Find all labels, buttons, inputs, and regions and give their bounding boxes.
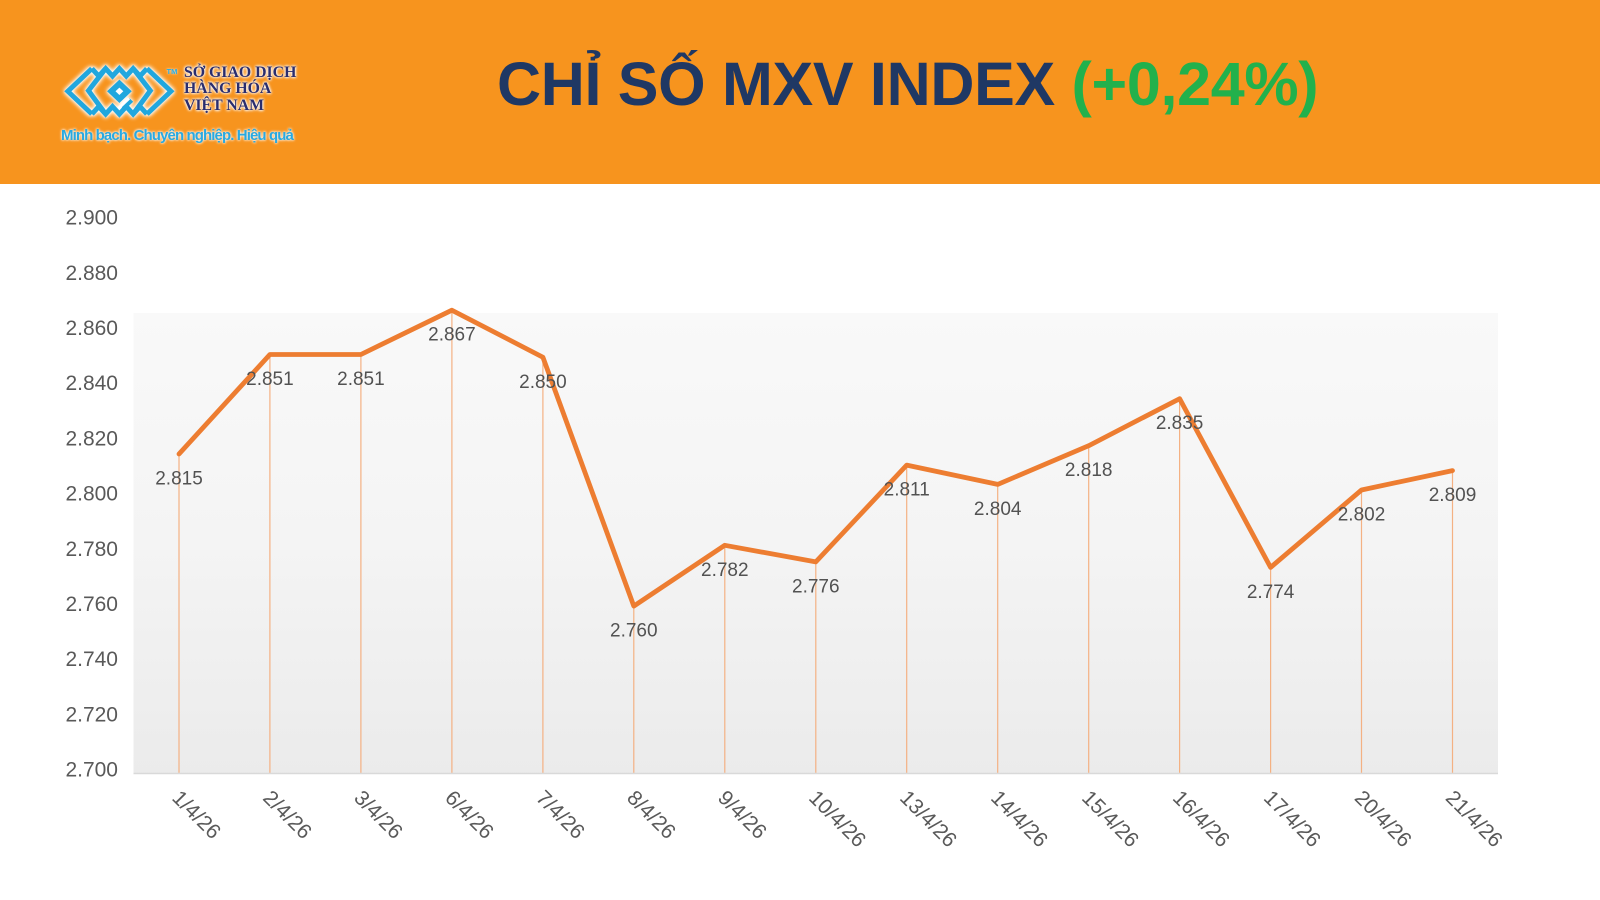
svg-text:2.835: 2.835 [1156, 413, 1204, 434]
svg-text:2.820: 2.820 [65, 427, 118, 450]
svg-text:2.860: 2.860 [65, 317, 118, 340]
svg-text:2/4/26: 2/4/26 [258, 786, 316, 844]
svg-text:2.809: 2.809 [1429, 485, 1477, 506]
svg-text:2.776: 2.776 [792, 576, 840, 597]
svg-text:2.760: 2.760 [65, 593, 118, 616]
svg-text:20/4/26: 20/4/26 [1350, 786, 1416, 852]
svg-text:2.867: 2.867 [428, 325, 476, 346]
svg-text:2.774: 2.774 [1247, 582, 1295, 603]
svg-text:2.782: 2.782 [701, 560, 749, 581]
svg-text:17/4/26: 17/4/26 [1259, 786, 1325, 852]
svg-text:2.851: 2.851 [337, 369, 385, 390]
svg-text:10/4/26: 10/4/26 [804, 786, 870, 852]
svg-text:2.840: 2.840 [65, 372, 118, 395]
svg-text:2.804: 2.804 [974, 499, 1022, 520]
svg-text:2.800: 2.800 [65, 483, 118, 506]
svg-text:2.900: 2.900 [65, 207, 118, 230]
svg-text:2.740: 2.740 [65, 648, 118, 671]
svg-text:21/4/26: 21/4/26 [1441, 786, 1507, 852]
svg-text:13/4/26: 13/4/26 [895, 786, 961, 852]
svg-text:2.720: 2.720 [65, 703, 118, 726]
svg-text:15/4/26: 15/4/26 [1077, 786, 1143, 852]
svg-text:2.850: 2.850 [519, 372, 567, 393]
svg-text:2.700: 2.700 [65, 759, 118, 782]
svg-text:2.760: 2.760 [610, 621, 658, 642]
svg-text:2.811: 2.811 [884, 480, 930, 501]
svg-text:2.815: 2.815 [155, 469, 203, 490]
svg-text:6/4/26: 6/4/26 [440, 786, 498, 844]
svg-text:2.780: 2.780 [65, 538, 118, 561]
svg-text:3/4/26: 3/4/26 [349, 786, 407, 844]
svg-text:1/4/26: 1/4/26 [167, 786, 225, 844]
svg-text:2.880: 2.880 [65, 262, 118, 285]
svg-text:2.818: 2.818 [1065, 460, 1113, 481]
svg-text:7/4/26: 7/4/26 [531, 786, 589, 844]
svg-text:14/4/26: 14/4/26 [986, 786, 1052, 852]
svg-text:2.802: 2.802 [1338, 505, 1386, 526]
svg-text:2.851: 2.851 [246, 369, 294, 390]
svg-text:16/4/26: 16/4/26 [1168, 786, 1234, 852]
svg-text:8/4/26: 8/4/26 [622, 786, 680, 844]
svg-text:9/4/26: 9/4/26 [713, 786, 771, 844]
